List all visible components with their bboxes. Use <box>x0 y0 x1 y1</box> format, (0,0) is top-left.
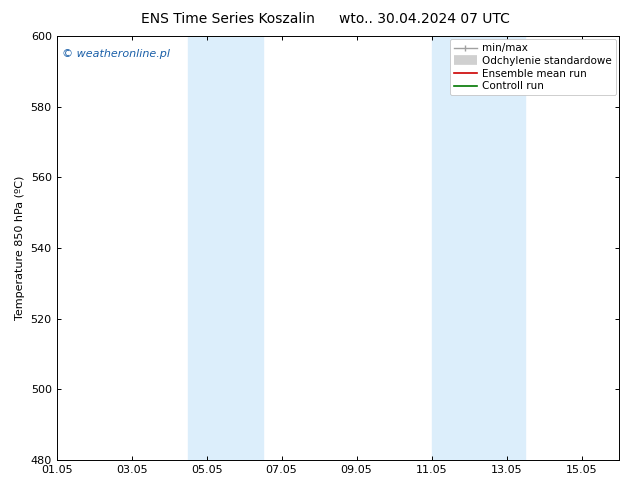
Bar <box>432 36 526 460</box>
Bar <box>188 36 263 460</box>
Text: ENS Time Series Koszalin: ENS Time Series Koszalin <box>141 12 315 26</box>
Legend: min/max, Odchylenie standardowe, Ensemble mean run, Controll run: min/max, Odchylenie standardowe, Ensembl… <box>450 39 616 96</box>
Text: © weatheronline.pl: © weatheronline.pl <box>62 49 171 59</box>
Y-axis label: Temperature 850 hPa (ºC): Temperature 850 hPa (ºC) <box>15 176 25 320</box>
Text: wto.. 30.04.2024 07 UTC: wto.. 30.04.2024 07 UTC <box>339 12 510 26</box>
